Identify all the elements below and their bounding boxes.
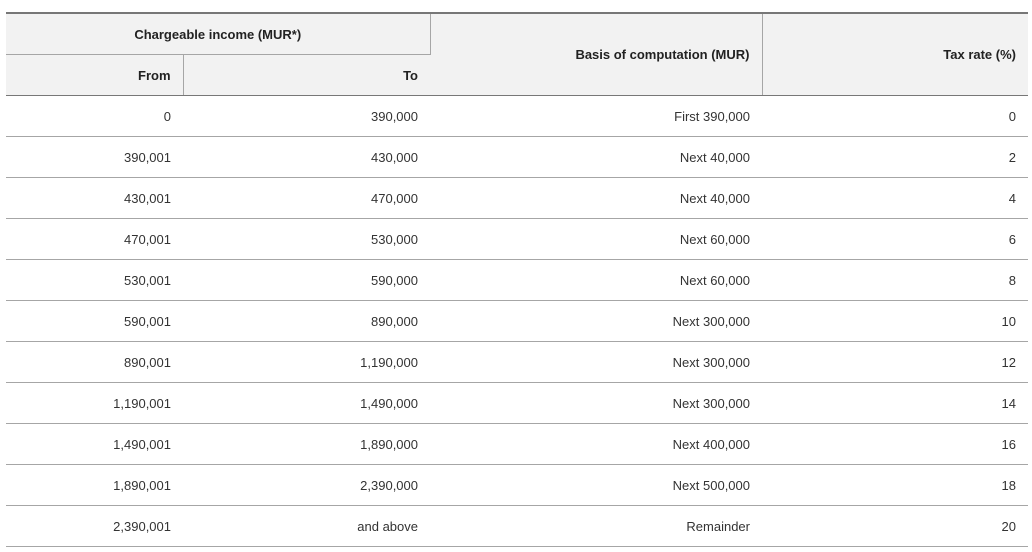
table-cell: Next 60,000 <box>430 259 762 301</box>
table-row: 1,490,001 1,890,000 Next 400,000 16 <box>6 423 1028 465</box>
table-cell: 10 <box>762 300 1028 342</box>
table-cell: 890,000 <box>183 300 430 342</box>
header-row: From To <box>6 54 1028 96</box>
table-cell: 2 <box>762 136 1028 178</box>
header-cell: Chargeable income (MUR*) <box>6 12 431 55</box>
table-cell: 430,001 <box>6 177 183 219</box>
table-cell: 590,000 <box>183 259 430 301</box>
table-cell: 470,001 <box>6 218 183 260</box>
table-cell: 1,490,000 <box>183 382 430 424</box>
table-row: 430,001 470,000 Next 40,000 4 <box>6 177 1028 219</box>
table-cell: 4 <box>762 177 1028 219</box>
table-row: 590,001 890,000 Next 300,000 10 <box>6 300 1028 342</box>
table-cell: 2,390,001 <box>6 505 183 547</box>
table-cell: Next 400,000 <box>430 423 762 465</box>
table-cell: 590,001 <box>6 300 183 342</box>
table-cell: 20 <box>762 505 1028 547</box>
table-row: 470,001 530,000 Next 60,000 6 <box>6 218 1028 260</box>
table-cell: 430,000 <box>183 136 430 178</box>
table-cell: Next 60,000 <box>430 218 762 260</box>
table-cell: 1,890,001 <box>6 464 183 506</box>
table-cell: Next 300,000 <box>430 382 762 424</box>
table-row: 890,001 1,190,000 Next 300,000 12 <box>6 341 1028 383</box>
table-row: 530,001 590,000 Next 60,000 8 <box>6 259 1028 301</box>
table-row: 2,390,001 and above Remainder 20 <box>6 505 1028 547</box>
header-cell: Tax rate (%) <box>762 12 1028 96</box>
table-cell: 1,890,000 <box>183 423 430 465</box>
header-cell: From <box>6 54 184 96</box>
table-cell: 0 <box>6 95 183 137</box>
table-cell: First 390,000 <box>430 95 762 137</box>
table-cell: Remainder <box>430 505 762 547</box>
table-cell: Next 40,000 <box>430 136 762 178</box>
table-cell: 470,000 <box>183 177 430 219</box>
header-row: Chargeable income (MUR*) Basis of comput… <box>6 12 1028 96</box>
table-cell: and above <box>183 505 430 547</box>
header-cell: To <box>183 54 430 96</box>
table-body: 0 390,000 First 390,000 0 390,001 430,000 Next… <box>6 95 1028 547</box>
table-row: 390,001 430,000 Next 40,000 2 <box>6 136 1028 178</box>
table-cell: 6 <box>762 218 1028 260</box>
table-cell: Next 500,000 <box>430 464 762 506</box>
table-cell: 890,001 <box>6 341 183 383</box>
table-row: 1,190,001 1,490,000 Next 300,000 14 <box>6 382 1028 424</box>
table-cell: Next 300,000 <box>430 300 762 342</box>
table-cell: 14 <box>762 382 1028 424</box>
tax-table: Chargeable income (MUR*) Basis of comput… <box>6 12 1028 547</box>
table-row: 0 390,000 First 390,000 0 <box>6 95 1028 137</box>
table-cell: 2,390,000 <box>183 464 430 506</box>
header-cell: Basis of computation (MUR) <box>430 12 763 96</box>
table-cell: 1,190,000 <box>183 341 430 383</box>
table-cell: 18 <box>762 464 1028 506</box>
table-cell: 390,000 <box>183 95 430 137</box>
table-cell: 530,000 <box>183 218 430 260</box>
table-cell: 530,001 <box>6 259 183 301</box>
table-cell: 12 <box>762 341 1028 383</box>
table-row: 1,890,001 2,390,000 Next 500,000 18 <box>6 464 1028 506</box>
table-cell: 390,001 <box>6 136 183 178</box>
table-cell: 0 <box>762 95 1028 137</box>
table-cell: 1,490,001 <box>6 423 183 465</box>
table-cell: 16 <box>762 423 1028 465</box>
table-cell: 1,190,001 <box>6 382 183 424</box>
table-cell: 8 <box>762 259 1028 301</box>
table-cell: Next 300,000 <box>430 341 762 383</box>
table-cell: Next 40,000 <box>430 177 762 219</box>
